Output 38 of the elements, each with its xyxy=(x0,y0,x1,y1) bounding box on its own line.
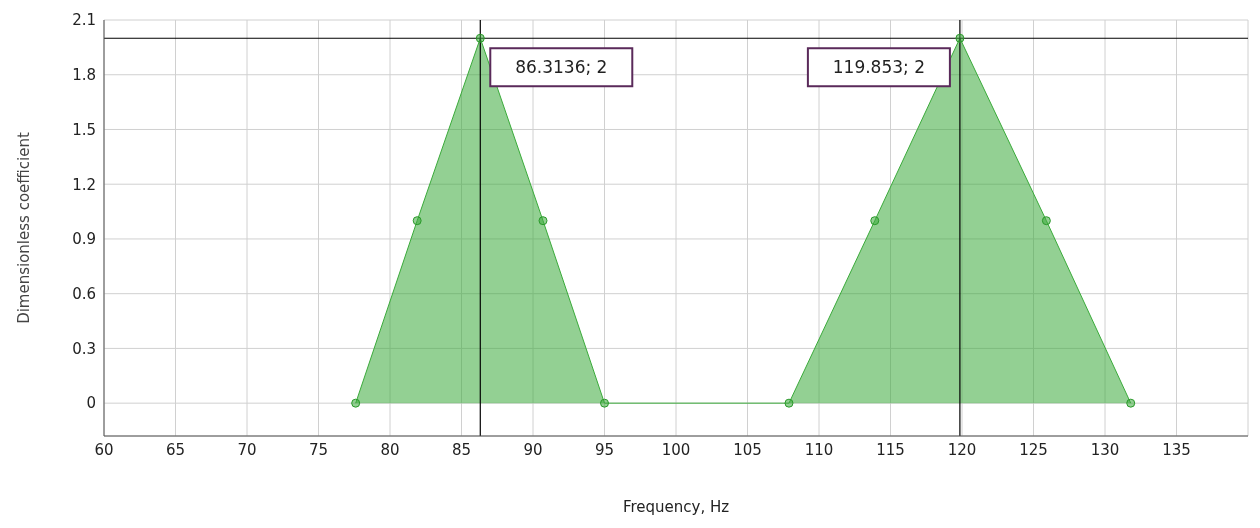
point xyxy=(784,398,794,408)
point xyxy=(600,398,609,408)
x-tick-label: 100 xyxy=(661,440,691,459)
x-tick-label: 105 xyxy=(733,440,762,459)
point xyxy=(1126,398,1136,408)
x-tick-label: 90 xyxy=(523,440,543,459)
x-tick-label: 110 xyxy=(804,440,834,459)
x-axis-title: Frequency, Hz xyxy=(622,498,730,516)
y-tick-label: 2.1 xyxy=(72,11,96,30)
x-tick-label: 130 xyxy=(1090,440,1120,459)
point xyxy=(870,216,880,226)
point xyxy=(955,33,965,43)
point xyxy=(412,216,422,226)
x-tick-label: 95 xyxy=(594,440,615,459)
x-tick-label: 65 xyxy=(165,440,186,459)
x-tick-label: 60 xyxy=(94,440,114,459)
x-tick-label: 85 xyxy=(451,440,472,459)
x-tick-label: 75 xyxy=(308,440,329,459)
x-tick-label: 125 xyxy=(1019,440,1048,459)
x-tick-label: 135 xyxy=(1162,440,1191,459)
annotation: 86.3136; 2 xyxy=(515,57,608,78)
x-tick-label: 115 xyxy=(876,440,905,459)
point xyxy=(351,398,361,408)
y-tick-label: 0.3 xyxy=(72,339,96,358)
y-axis-title: Dimensionless coefficient xyxy=(15,132,34,324)
y-tick-label: 1.8 xyxy=(72,66,96,85)
y-tick-label: 0 xyxy=(86,394,96,413)
x-tick-label: 120 xyxy=(947,440,977,459)
y-tick-label: 0.9 xyxy=(72,230,96,249)
y-tick-label: 0.6 xyxy=(72,285,96,304)
point xyxy=(475,33,485,43)
y-tick-label: 1.2 xyxy=(72,175,96,194)
annotation: 119.853; 2 xyxy=(832,57,926,78)
x-tick-label: 70 xyxy=(237,440,257,459)
y-tick-label: 1.5 xyxy=(72,120,96,139)
x-tick-label: 80 xyxy=(380,440,400,459)
point xyxy=(538,216,548,226)
point xyxy=(1041,216,1051,226)
